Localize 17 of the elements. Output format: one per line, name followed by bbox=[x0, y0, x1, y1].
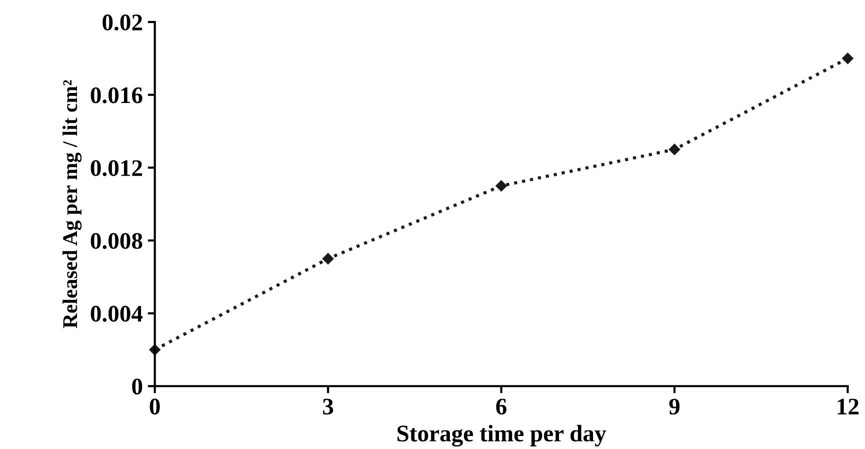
point bbox=[322, 253, 334, 264]
point bbox=[668, 144, 680, 156]
y-tick-label: 0.02 bbox=[102, 14, 142, 31]
y-tick-label: 0.012 bbox=[90, 160, 142, 176]
point bbox=[842, 52, 854, 64]
y-tick-label: 0.004 bbox=[90, 306, 143, 322]
y-tick-label: 0 bbox=[132, 378, 142, 395]
x-tick-label: 3 bbox=[323, 398, 334, 415]
point bbox=[496, 180, 507, 192]
x-tick-label: 0 bbox=[150, 398, 160, 415]
x-tick-label: 9 bbox=[669, 398, 680, 415]
x-axis-title: Storage time per day bbox=[397, 424, 606, 447]
x-tick-label: 6 bbox=[496, 398, 506, 415]
y-axis-title: Released Ag per mg / lit cm² bbox=[62, 80, 82, 328]
y-tick-label: 0.008 bbox=[90, 232, 142, 250]
x-tick-label: 12 bbox=[838, 398, 858, 414]
y-tick-label: 0.016 bbox=[90, 87, 142, 104]
